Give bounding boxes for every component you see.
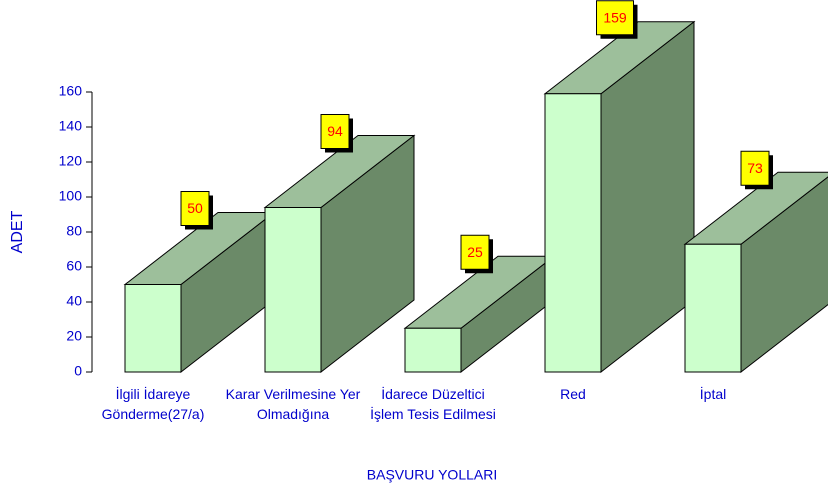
y-tick-label: 120 — [59, 153, 83, 169]
value-label: 25 — [467, 244, 483, 260]
value-label: 73 — [747, 160, 763, 176]
y-tick-label: 20 — [66, 328, 82, 344]
value-label: 159 — [603, 9, 627, 25]
x-tick-label: İptal — [699, 386, 727, 402]
value-label-box — [320, 114, 350, 149]
y-tick-label: 160 — [59, 83, 83, 99]
y-tick-label: 60 — [66, 258, 82, 274]
value-label-box — [596, 0, 634, 36]
x-tick-label: İlgili İdareye Gönderme(27/a) — [101, 386, 205, 422]
bar — [543, 20, 696, 374]
value-label-box — [740, 150, 770, 186]
y-tick-label: 100 — [59, 188, 83, 204]
y-tick-label: 140 — [59, 118, 83, 134]
value-label: 94 — [327, 123, 343, 139]
bar — [403, 255, 556, 374]
bar-front — [264, 207, 322, 373]
bar-front — [684, 243, 742, 373]
bar-front — [124, 284, 182, 373]
bar — [683, 171, 828, 374]
bar — [123, 211, 276, 374]
value-label: 50 — [187, 200, 203, 216]
y-tick-label: 80 — [66, 223, 82, 239]
value-label-box — [180, 191, 210, 226]
bar — [263, 134, 416, 374]
x-tick-label: Red — [560, 386, 586, 402]
y-tick-label: 0 — [74, 363, 82, 379]
y-axis-title: ADET — [9, 210, 26, 253]
x-tick-label: Karar Verilmesine Yer Olmadığına — [225, 386, 361, 422]
value-label-box — [460, 234, 490, 270]
x-tick-label: İdarece Düzeltici İşlem Tesis Edilmesi — [370, 386, 496, 422]
x-axis-title: BAŞVURU YOLLARI — [367, 467, 497, 483]
bar-front — [544, 93, 602, 373]
y-tick-label: 40 — [66, 293, 82, 309]
bar-front — [404, 327, 462, 373]
